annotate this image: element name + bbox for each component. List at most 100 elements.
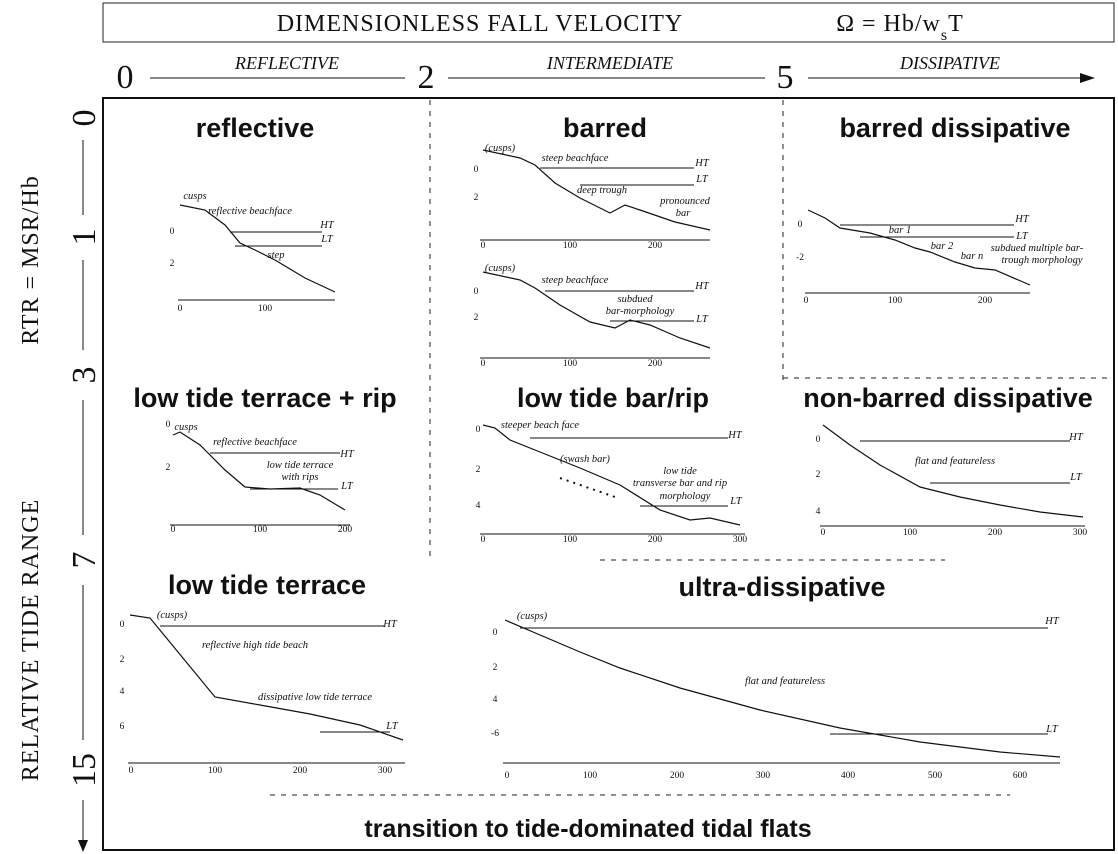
annotation: HT — [694, 281, 710, 292]
x-tick-label: 100 — [903, 528, 918, 538]
annotation: LT — [340, 481, 354, 492]
y-tick-label: 4 — [816, 507, 821, 517]
axis-arrow — [1080, 73, 1095, 83]
x-tick-label: 300 — [756, 771, 771, 781]
panel-title: low tide terrace + rip — [133, 383, 396, 413]
panel-title: low tide terrace — [168, 570, 366, 600]
x-tick-label: 100 — [563, 241, 578, 251]
annotation: HT — [382, 619, 398, 630]
x-tick-label: 200 — [648, 241, 663, 251]
annotation: transverse bar and rip — [633, 478, 727, 489]
annotation: HT — [319, 220, 335, 231]
annotation: step — [268, 250, 285, 261]
swash-bar — [559, 477, 616, 498]
y-tick-label: 0 — [476, 425, 481, 435]
y-tick-label: 2 — [170, 259, 175, 269]
y-tick-label: 0 — [474, 165, 479, 175]
beach-profile — [172, 431, 346, 511]
annotation: bar — [676, 208, 692, 219]
annotation: HT — [1014, 214, 1030, 225]
y-tick-label: 0 — [798, 220, 803, 230]
y-tick-label: 0 — [816, 435, 821, 445]
annotation: flat and featureless — [915, 456, 995, 467]
x-tick-label: 0 — [481, 241, 486, 251]
annotation: LT — [1045, 724, 1059, 735]
annotation: bar n — [961, 251, 983, 262]
x-tick-label: 0 — [505, 771, 510, 781]
omega-zone: DISSIPATIVE — [899, 53, 1000, 73]
y-tick-label: 0 — [166, 420, 171, 430]
x-tick-label: 100 — [563, 359, 578, 369]
annotation: steep beachface — [542, 275, 609, 286]
x-tick-label: 300 — [378, 766, 393, 776]
annotation: low tide terrace — [267, 460, 334, 471]
rtr-formula: RTR = MSR/Hb — [18, 175, 44, 344]
annotation: HT — [694, 158, 710, 169]
annotation: cusps — [183, 191, 206, 202]
annotation: HT — [1068, 432, 1084, 443]
y-tick-label: 0 — [493, 628, 498, 638]
header-formula: Ω = Hb/wsT — [836, 11, 964, 44]
x-tick-label: 100 — [253, 525, 268, 535]
x-tick-label: 200 — [293, 766, 308, 776]
formula-end: T — [948, 11, 964, 37]
beach-profile — [482, 271, 711, 349]
x-tick-label: 200 — [988, 528, 1003, 538]
beach-profile — [179, 204, 336, 293]
annotation: (cusps) — [485, 263, 516, 274]
y-tick-label: 0 — [170, 227, 175, 237]
rtr-tick: 3 — [66, 367, 103, 384]
annotation: LT — [385, 721, 399, 732]
y-tick-label: 2 — [816, 470, 821, 480]
annotation: dissipative low tide terrace — [258, 692, 372, 703]
x-tick-label: 100 — [208, 766, 223, 776]
x-tick-label: 600 — [1013, 771, 1028, 781]
y-tick-label: 4 — [120, 687, 125, 697]
x-tick-label: 0 — [178, 304, 183, 314]
annotation: bar 1 — [889, 225, 911, 236]
panel-title: low tide bar/rip — [517, 383, 709, 413]
annotation: cusps — [174, 422, 197, 433]
panel-title: reflective — [196, 113, 315, 143]
y-tick-label: -2 — [796, 253, 804, 263]
rtr-tick: 1 — [66, 229, 103, 246]
x-tick-label: 0 — [129, 766, 134, 776]
annotation: LT — [320, 234, 334, 245]
x-tick-label: 0 — [171, 525, 176, 535]
formula-main: Ω = Hb/w — [836, 11, 941, 37]
y-tick-label: 4 — [476, 501, 481, 511]
annotation: deep trough — [577, 185, 627, 196]
rtr-tick: 7 — [66, 552, 103, 569]
panel-title: non-barred dissipative — [803, 383, 1093, 413]
x-tick-label: 0 — [481, 535, 486, 545]
annotation: subdued — [618, 294, 654, 305]
x-tick-label: 100 — [888, 296, 903, 306]
x-tick-label: 500 — [928, 771, 943, 781]
annotation: flat and featureless — [745, 676, 825, 687]
x-tick-label: 100 — [258, 304, 273, 314]
annotation: bar-morphology — [606, 306, 675, 317]
beach-profile — [822, 424, 1084, 518]
omega-zone: REFLECTIVE — [234, 53, 339, 73]
header-box — [102, 2, 1115, 43]
beach-profile — [482, 149, 711, 231]
x-tick-label: 0 — [821, 528, 826, 538]
y-tick-label: 2 — [476, 465, 481, 475]
beach-profile — [807, 209, 1031, 286]
x-tick-label: 0 — [481, 359, 486, 369]
x-tick-label: 300 — [733, 535, 748, 545]
annotation: low tide — [663, 466, 697, 477]
annotation: HT — [339, 449, 355, 460]
annotation: (swash bar) — [560, 454, 610, 465]
annotation: subdued multiple bar- — [991, 243, 1084, 254]
omega-tick: 5 — [777, 59, 794, 96]
x-tick-label: 300 — [1073, 528, 1088, 538]
y-tick-label: 6 — [120, 722, 125, 732]
annotation: bar 2 — [931, 241, 954, 252]
annotation: reflective beachface — [213, 437, 297, 448]
axis-arrow — [78, 840, 88, 852]
annotation: (cusps) — [517, 611, 548, 622]
annotation: pronounced — [659, 196, 711, 207]
x-tick-label: 200 — [648, 359, 663, 369]
